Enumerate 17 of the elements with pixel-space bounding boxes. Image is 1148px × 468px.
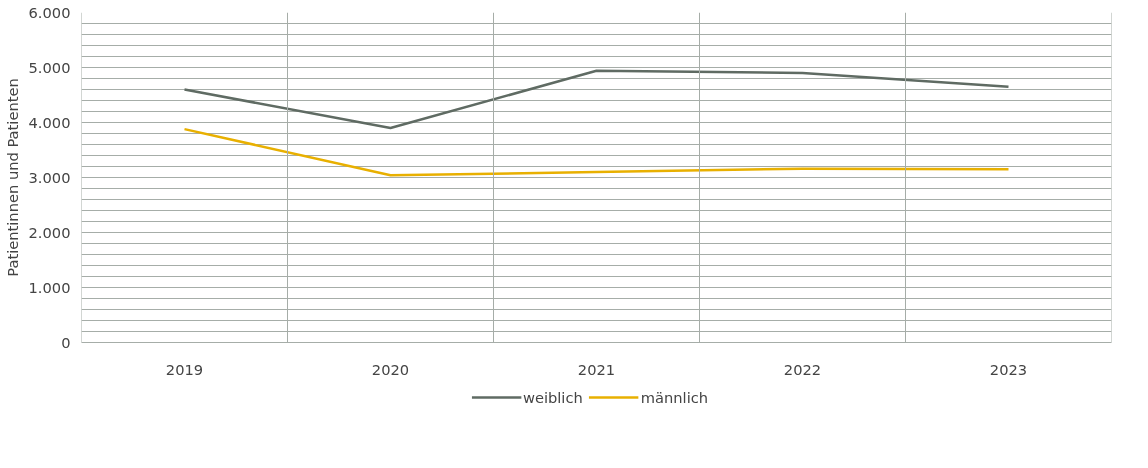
- legend-label: weiblich: [522, 388, 583, 406]
- y-tick-label: 4.000: [28, 113, 71, 131]
- legend-label: männlich: [640, 388, 709, 406]
- x-tick-label: 2019: [165, 360, 204, 378]
- y-axis-title: Patientinnen und Patienten: [3, 78, 21, 277]
- y-tick-label: 1.000: [28, 278, 71, 296]
- x-tick-label: 2020: [371, 360, 410, 378]
- line-series: [183, 69, 1010, 130]
- y-tick-label: 2.000: [28, 223, 71, 241]
- y-tick-label: 5.000: [28, 58, 71, 76]
- line-series: [183, 127, 1010, 177]
- x-tick-label: 2021: [577, 360, 616, 378]
- y-tick-label: 0: [61, 333, 71, 351]
- x-tick-label: 2023: [989, 360, 1028, 378]
- x-tick-label: 2022: [783, 360, 822, 378]
- y-tick-label: 3.000: [28, 168, 71, 186]
- y-tick-label: 6.000: [28, 3, 71, 21]
